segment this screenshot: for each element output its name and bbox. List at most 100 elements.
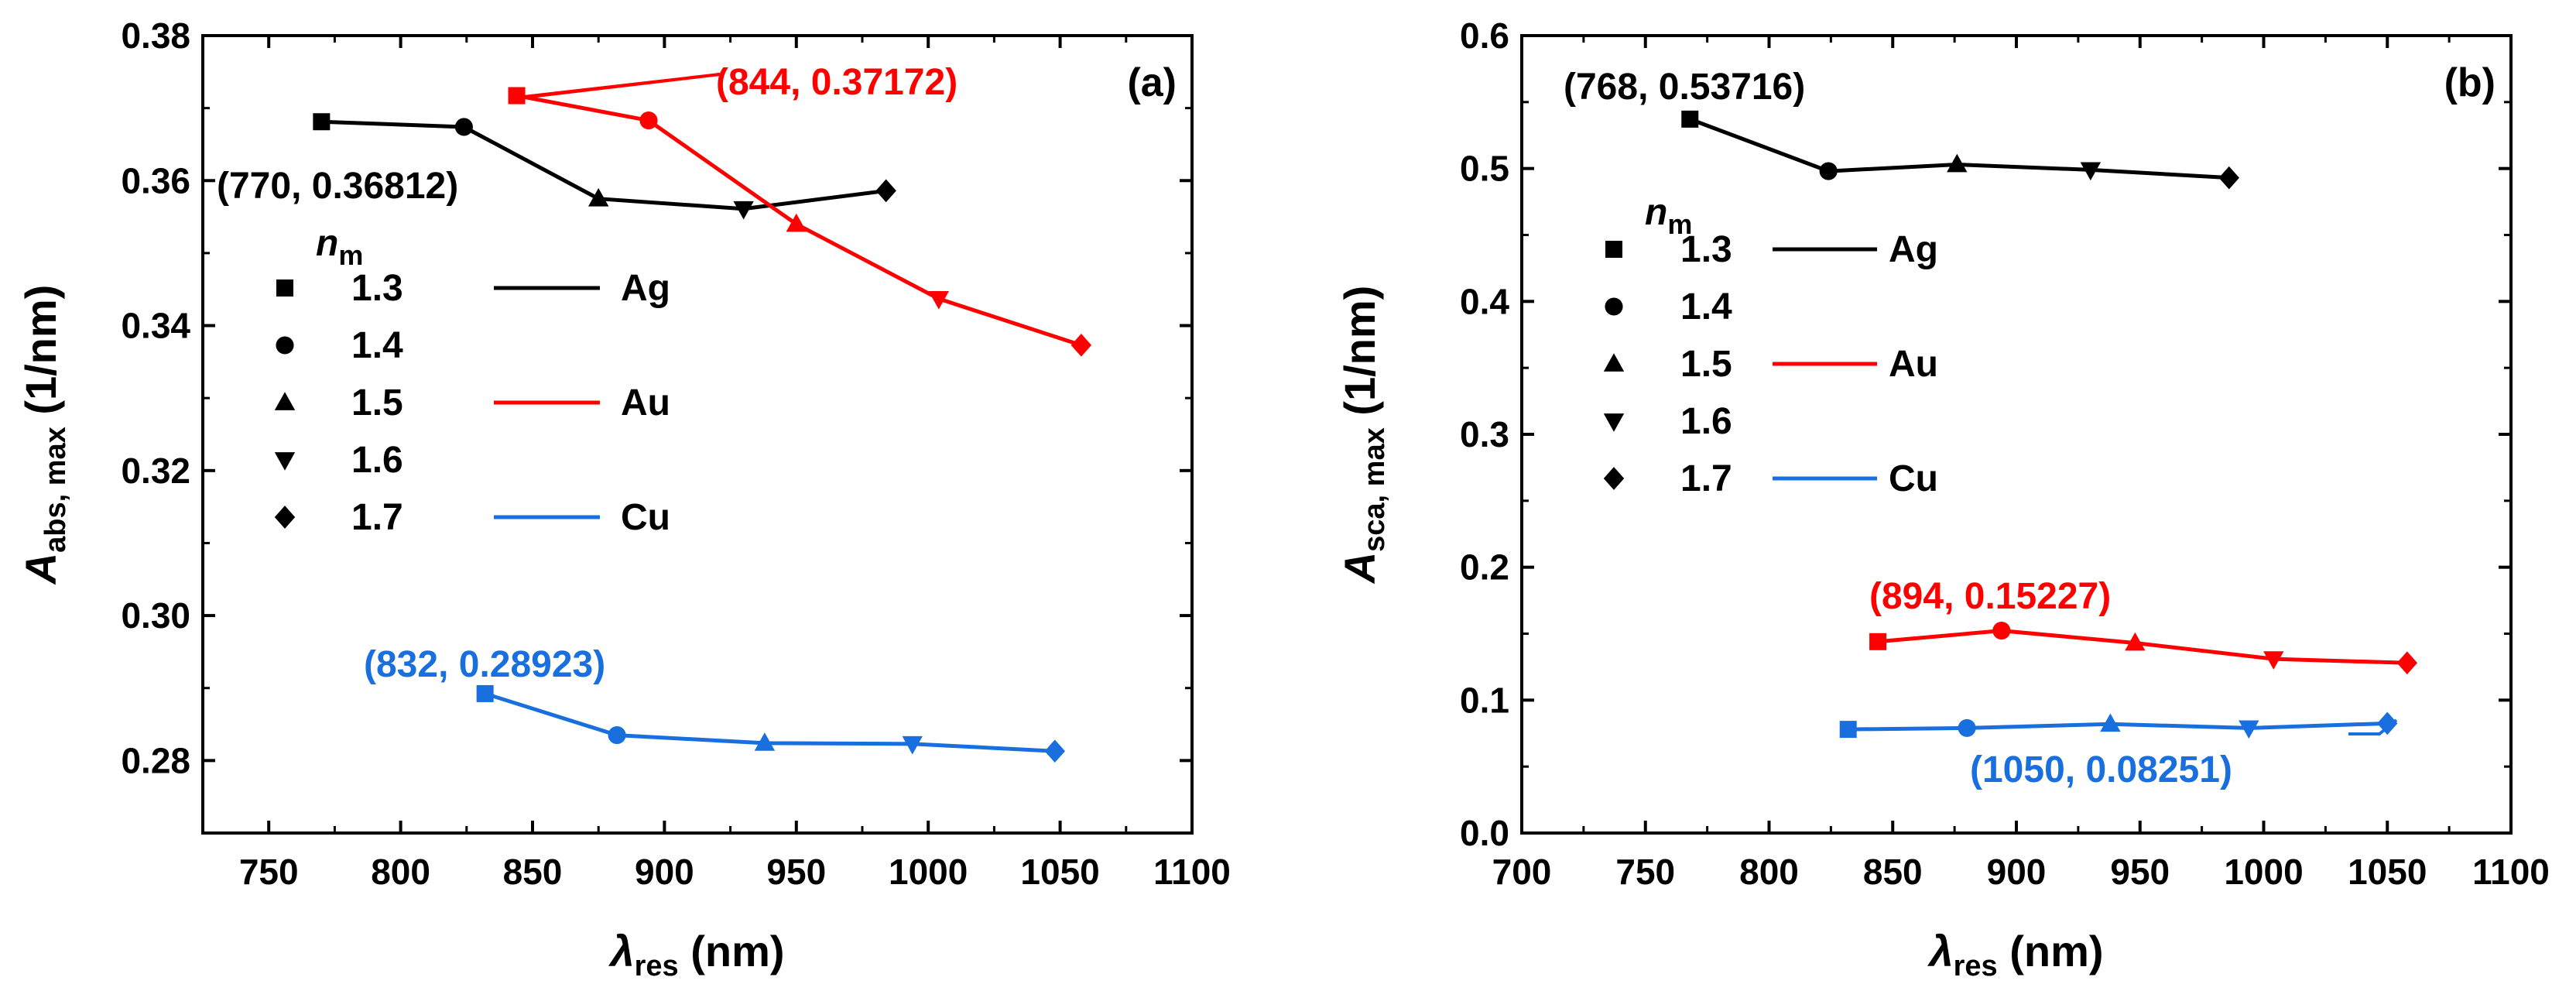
data-point-cu-3 <box>2100 713 2121 732</box>
series-ag <box>313 113 896 220</box>
y-tick-label: 0.30 <box>121 595 190 636</box>
y-tick-label: 0.4 <box>1460 281 1509 321</box>
data-point-ag-3 <box>588 187 609 207</box>
data-point-au-2 <box>1992 622 2011 640</box>
x-tick-label: 900 <box>1987 852 2047 892</box>
data-point-au-1 <box>508 87 526 105</box>
y-tick-label: 0.34 <box>121 306 190 346</box>
annotation-label: (1050, 0.08251) <box>1970 749 2232 790</box>
chart-panel-a: 750 800 850 900 950 1000 1050 1100 0.28 0.30 0.32 0… <box>16 15 1231 982</box>
legend-marker-4 <box>274 452 296 471</box>
series-cu <box>476 684 1065 763</box>
y-tick-label: 0.38 <box>121 15 190 56</box>
y-tick-label: 0.0 <box>1460 813 1509 853</box>
legend-marker-1 <box>1605 241 1622 258</box>
x-axis-title-symbol: λ <box>608 927 634 975</box>
data-point-cu-1 <box>476 684 494 702</box>
annotation-label: (770, 0.36812) <box>217 166 458 207</box>
data-point-cu-4 <box>2239 720 2259 739</box>
legend-metal-label: Cu <box>1889 458 1938 499</box>
legend-metal-label: Cu <box>621 497 670 538</box>
data-point-cu-4 <box>902 735 923 755</box>
x-tick-label: 1000 <box>889 852 968 892</box>
x-tick-label: 750 <box>1615 852 1675 892</box>
y-axis-title-symbol: A <box>16 553 65 585</box>
y-axis-title: Asca, max (1/nm) <box>1335 286 1391 585</box>
legend-title: nm <box>316 223 363 271</box>
data-point-ag-4 <box>2080 162 2102 181</box>
data-point-cu-3 <box>754 732 776 751</box>
series-cu <box>1839 711 2398 739</box>
legend-nm-label: 1.4 <box>1680 286 1732 327</box>
data-point-au-4 <box>928 291 950 310</box>
legend-title-subscript: m <box>1667 208 1692 240</box>
y-tick-label: 0.1 <box>1460 680 1509 720</box>
data-point-ag-4 <box>733 201 754 220</box>
data-point-cu-5 <box>2377 711 2398 735</box>
data-point-au-5 <box>2396 651 2418 675</box>
y-axis-title-unit: (1/nm) <box>1335 286 1384 428</box>
x-tick-label: 950 <box>2110 852 2170 892</box>
legend-metal-label: Au <box>621 382 670 423</box>
data-point-ag-1 <box>1681 110 1699 128</box>
x-axis-title: λres (nm) <box>608 927 784 982</box>
data-point-ag-1 <box>313 113 331 131</box>
x-tick-label: 700 <box>1492 852 1552 892</box>
x-tick-label: 1100 <box>2472 852 2550 892</box>
data-point-ag-5 <box>875 179 896 203</box>
legend-marker-2 <box>1605 297 1623 316</box>
annotation-label: (844, 0.37172) <box>716 62 957 103</box>
panel-label: (a) <box>1127 60 1177 105</box>
data-point-au-5 <box>1070 333 1092 357</box>
legend-nm-label: 1.3 <box>1680 229 1732 270</box>
x-axis-title-unit: (nm) <box>679 927 785 975</box>
legend-metal-label: Au <box>1889 344 1938 385</box>
legend-marker-4 <box>1603 413 1625 432</box>
y-tick-label: 0.3 <box>1460 414 1509 454</box>
legend: nm1.3 1.4 1.5 1.6 1.7 Ag Au Cu <box>274 223 670 538</box>
x-tick-label: 1050 <box>1020 852 1099 892</box>
legend-marker-1 <box>276 279 293 297</box>
y-tick-label: 0.28 <box>121 740 190 780</box>
legend-metal-label: Ag <box>1889 229 1938 270</box>
x-axis-title: λres (nm) <box>1927 927 2103 982</box>
legend-marker-2 <box>276 336 294 355</box>
legend-nm-label: 1.7 <box>1680 458 1732 499</box>
plot-frame <box>1520 34 2513 835</box>
data-point-au-3 <box>786 213 807 232</box>
x-tick-label: 800 <box>371 852 430 892</box>
data-point-ag-2 <box>1819 162 1838 180</box>
y-tick-label: 0.32 <box>121 451 190 491</box>
legend-nm-label: 1.3 <box>351 268 403 309</box>
series-ag <box>1681 110 2239 190</box>
x-axis-title-unit: (nm) <box>1998 927 2104 975</box>
y-axis-title: Aabs, max (1/nm) <box>16 285 72 586</box>
chart-panel-b: 700 750 800 850 900 950 1000 1050 1100 0.0 0.1 0.2 0… <box>1335 15 2550 982</box>
x-axis-title-subscript: res <box>1954 950 1998 982</box>
data-point-cu-2 <box>608 726 626 745</box>
legend-nm-label: 1.5 <box>1680 344 1732 385</box>
x-tick-label: 750 <box>239 852 299 892</box>
x-tick-label: 950 <box>766 852 826 892</box>
series-au <box>1869 622 2418 675</box>
legend-nm-label: 1.6 <box>1680 401 1732 442</box>
x-axis-title-subscript: res <box>635 950 679 982</box>
data-point-cu-5 <box>1044 739 1065 763</box>
plot-frame <box>201 34 1194 835</box>
y-tick-label: 0.5 <box>1460 149 1509 189</box>
legend-marker-3 <box>1603 353 1625 372</box>
y-axis-title-subscript: sca, max <box>1358 427 1391 552</box>
data-point-ag-3 <box>1947 153 1968 173</box>
data-point-au-4 <box>2263 651 2284 670</box>
x-tick-label: 1050 <box>2348 852 2427 892</box>
data-point-au-1 <box>1869 633 1887 650</box>
legend-marker-5 <box>274 506 296 529</box>
x-tick-label: 1100 <box>1153 852 1231 892</box>
x-tick-label: 850 <box>503 852 563 892</box>
x-axis-title-symbol: λ <box>1927 927 1953 975</box>
legend-title: nm <box>1645 192 1692 240</box>
legend-nm-label: 1.7 <box>351 497 403 538</box>
data-point-cu-1 <box>1839 721 1857 739</box>
annotation-label: (894, 0.15227) <box>1869 576 2111 617</box>
